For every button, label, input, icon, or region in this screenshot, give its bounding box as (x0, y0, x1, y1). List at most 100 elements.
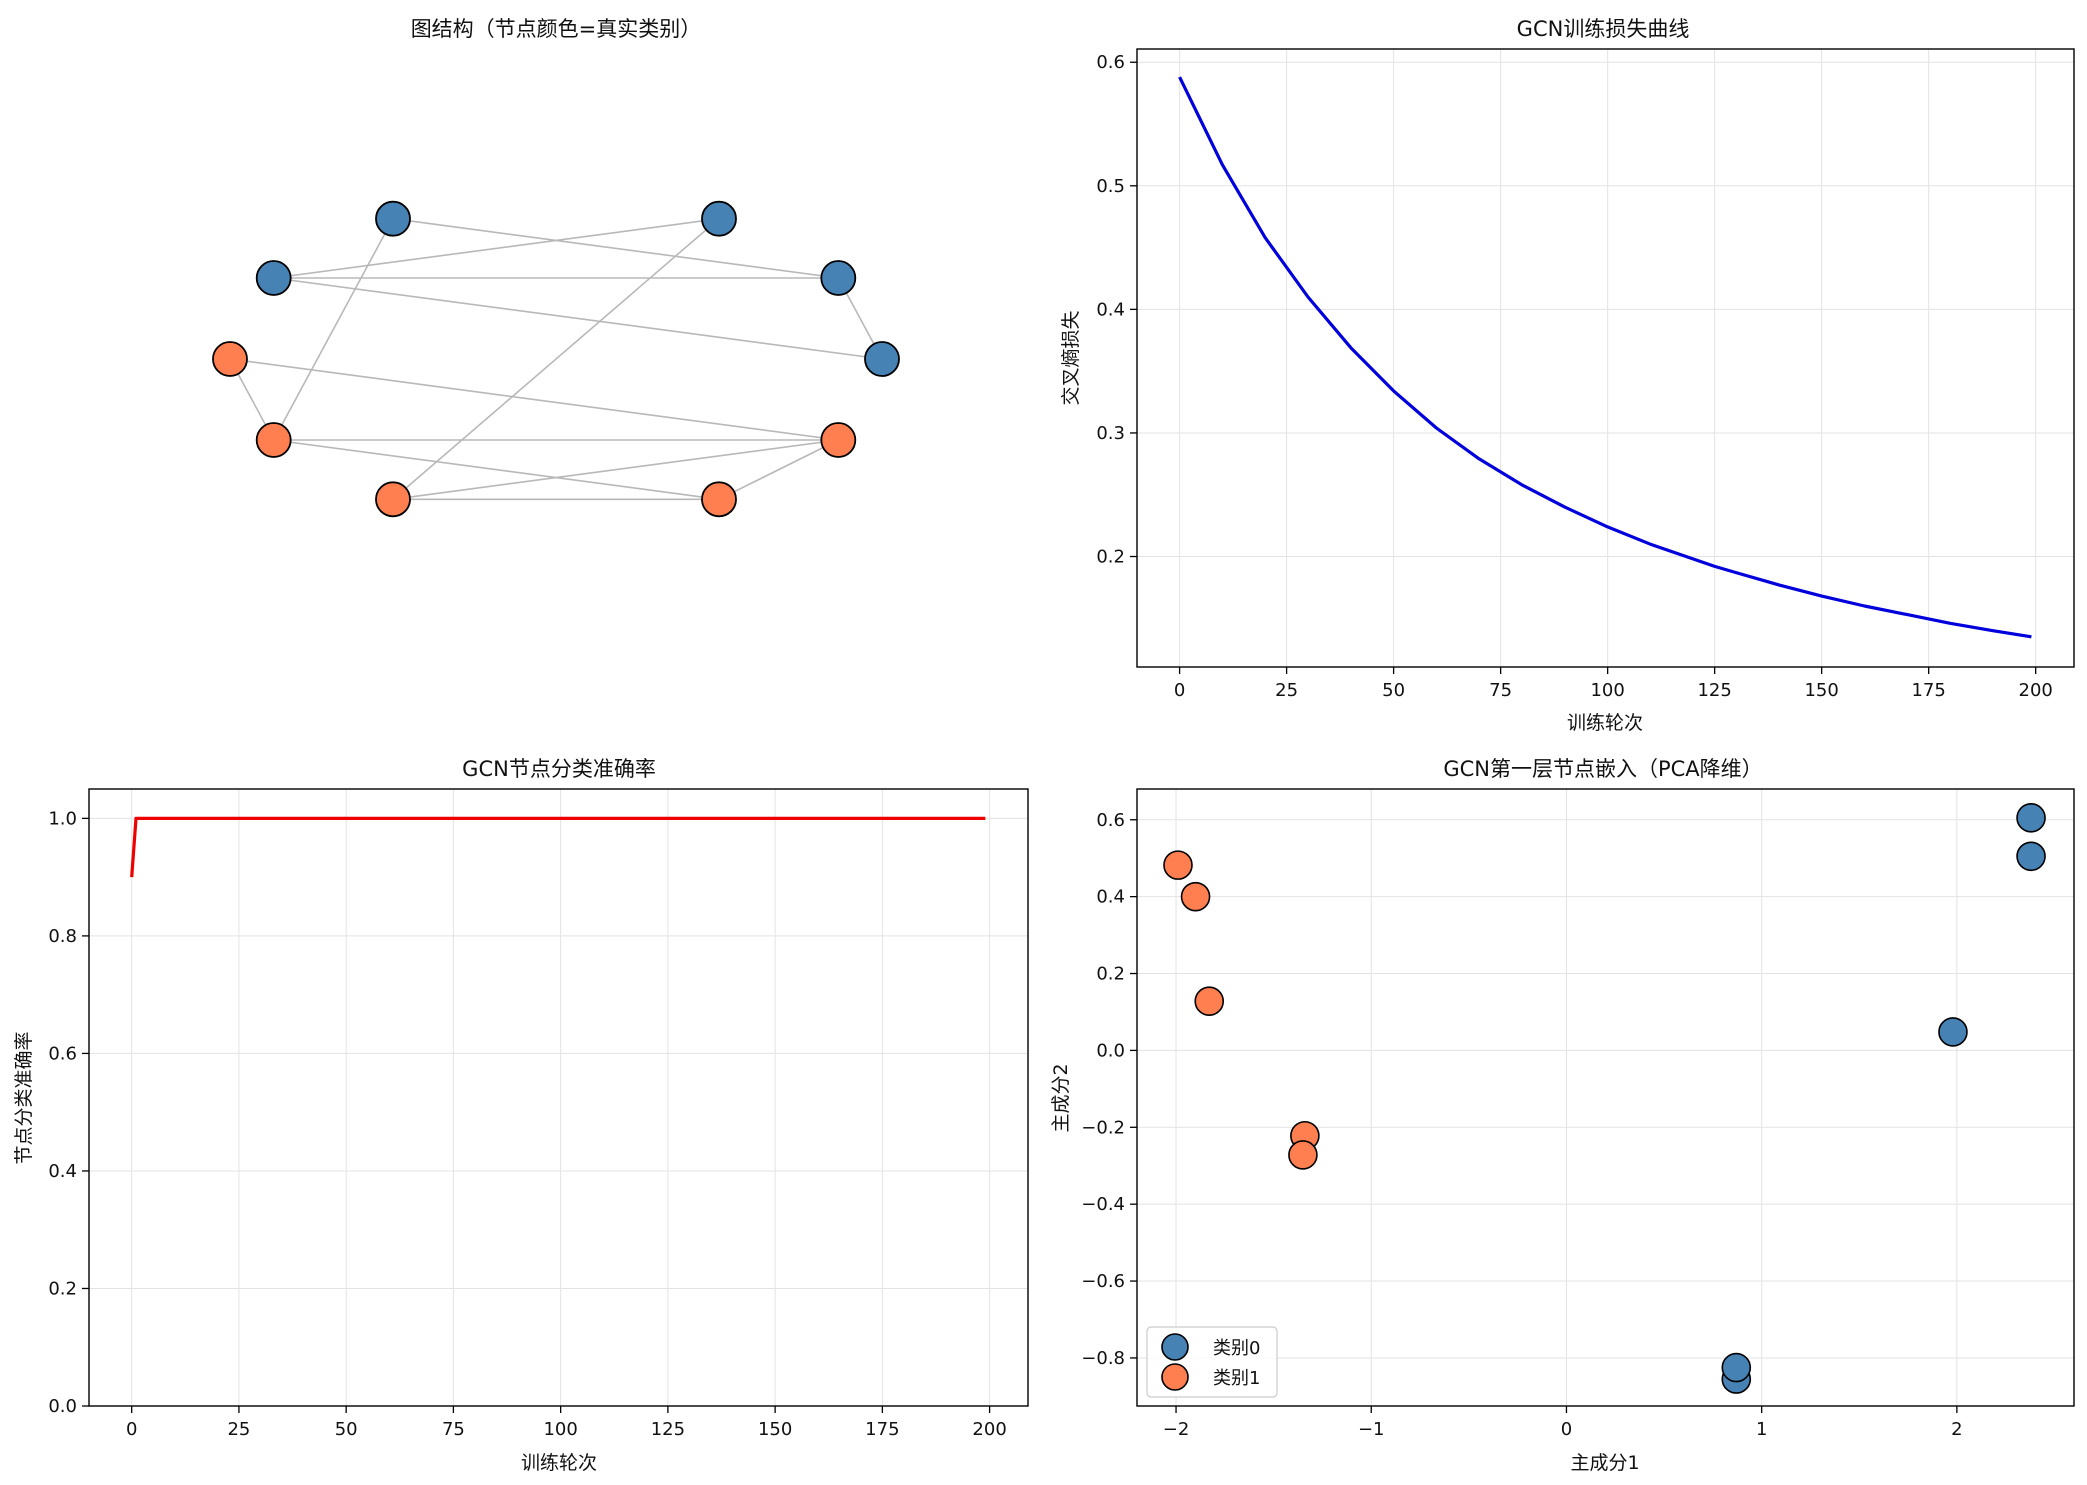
graph-node-9 (701, 200, 737, 237)
p2-xtick-label-4: 100 (1590, 680, 1624, 701)
p2-xtick-label-5: 125 (1697, 680, 1731, 701)
p4-xtick-label-0: −2 (1163, 1419, 1190, 1440)
loss-title: GCN训练损失曲线 (1517, 17, 1690, 41)
p2-xtick-label-1: 25 (1275, 680, 1298, 701)
loss-ticks: 0 25 50 75 100 125 150 175 200 0.2 0.3 0.4 0.5 0.6 (1096, 52, 2053, 701)
loss-ylabel: 交叉熵损失 (1060, 310, 1082, 405)
p3-xtick-label-0: 0 (126, 1419, 137, 1440)
graph-edge-10 (273, 439, 720, 501)
embedding-point-s0-0 (2016, 803, 2046, 833)
loss-xlabel: 训练轮次 (1567, 712, 1643, 734)
embedding-marks (1163, 803, 2046, 1394)
p2-xtick-label-8: 200 (2019, 680, 2053, 701)
p4-xtick-label-3: 1 (1756, 1419, 1767, 1440)
graph-node-8 (375, 200, 411, 237)
graph-title: 图结构（节点颜色=真实类别） (411, 17, 702, 41)
graph-edge-2 (392, 217, 839, 279)
accuracy-marks (130, 816, 986, 878)
p2-ytick-label-1: 0.3 (1096, 423, 1125, 444)
accuracy-axes-frame (88, 788, 1029, 1407)
p2-ytick-label-3: 0.5 (1096, 176, 1125, 197)
embedding-point-s1-2 (1194, 986, 1225, 1017)
graph-node-1 (864, 341, 900, 377)
accuracy-line (130, 816, 986, 878)
accuracy-ticks: 0 25 50 75 100 125 150 175 200 0.0 0.2 0.4 0.6 0.8 1.0 (48, 808, 1006, 1440)
p4-ytick-label-0: −0.8 (1081, 1348, 1125, 1369)
p3-ytick-label-3: 0.6 (48, 1043, 77, 1064)
p3-xtick-label-7: 175 (865, 1419, 899, 1440)
p2-ytick-label-0: 0.2 (1096, 547, 1125, 568)
accuracy-title: GCN节点分类准确率 (462, 757, 656, 781)
accuracy-grid (89, 789, 1028, 1407)
loss-grid (1137, 49, 2074, 667)
graph-nodes (212, 200, 900, 518)
embedding-title: GCN第一层节点嵌入（PCA降维） (1443, 757, 1762, 781)
embedding-point-s0-2 (1938, 1017, 1968, 1047)
p3-ytick-label-0: 0.0 (48, 1396, 77, 1417)
loss-line (1178, 76, 2032, 639)
embedding-axes-frame (1136, 788, 2075, 1407)
p2-xtick-label-6: 150 (1804, 680, 1838, 701)
embedding-point-s0-4 (1721, 1352, 1752, 1383)
graph-edge-8 (229, 358, 839, 441)
accuracy-panel: GCN节点分类准确率 0 25 50 75 100 125 150 175 2000.00.20… (13, 757, 1029, 1474)
p3-ytick-label-1: 0.2 (48, 1278, 77, 1299)
graph-node-3 (701, 481, 737, 518)
graph-node-7 (255, 260, 292, 296)
p3-ytick-label-2: 0.4 (48, 1161, 77, 1182)
p3-xtick-label-2: 50 (335, 1419, 358, 1440)
graph-edges (229, 217, 883, 501)
p4-xtick-label-1: −1 (1358, 1419, 1385, 1440)
p4-ytick-label-1: −0.6 (1081, 1271, 1125, 1292)
p2-xtick-label-2: 50 (1382, 680, 1405, 701)
graph-node-6 (212, 341, 248, 377)
embedding-ticks: −2 −1 0 1 2 −0.8 −0.6 −0.4 −0.2 0.0 0.2 0.4 0.6 (1081, 810, 1962, 1440)
p3-xtick-label-1: 25 (227, 1419, 250, 1440)
p2-xtick-label-7: 175 (1911, 680, 1945, 701)
p3-xtick-label-8: 200 (972, 1419, 1006, 1440)
p4-ytick-label-4: 0.0 (1096, 1040, 1125, 1061)
p3-ytick-label-5: 1.0 (48, 808, 77, 829)
graph-edge-5 (273, 277, 883, 360)
graph-structure-panel: 图结构（节点颜色=真实类别） (212, 17, 900, 518)
graph-node-2 (820, 422, 857, 458)
embedding-xlabel: 主成分1 (1570, 1452, 1639, 1474)
loss-panel: GCN训练损失曲线 0 25 50 75 100 125 150 175 200 0.2 0.3 0.… (1060, 17, 2075, 734)
loss-axes-frame (1136, 48, 2075, 668)
p4-ytick-label-2: −0.4 (1081, 1194, 1125, 1215)
legend-marker-1 (1161, 1363, 1189, 1391)
legend-marker-0 (1161, 1333, 1189, 1361)
graph-edge-3 (273, 217, 720, 279)
graph-node-0 (820, 260, 857, 296)
p2-ytick-label-4: 0.6 (1096, 52, 1125, 73)
embedding-panel: GCN第一层节点嵌入（PCA降维） −2 −1 0 1 2 −0.8 −0.6 −0.4 −0.… (1050, 757, 2075, 1474)
embedding-ylabel: 主成分2 (1050, 1063, 1072, 1132)
p3-xtick-label-5: 125 (651, 1419, 685, 1440)
graph-edge-13 (718, 439, 839, 501)
graph-edge-6 (272, 218, 394, 441)
p3-xtick-label-3: 75 (442, 1419, 465, 1440)
embedding-point-s0-1 (2016, 841, 2046, 872)
p4-xtick-label-2: 0 (1561, 1419, 1572, 1440)
legend-label-0: 类别0 (1213, 1338, 1260, 1359)
p2-ytick-label-2: 0.4 (1096, 299, 1125, 320)
p4-ytick-label-6: 0.4 (1096, 887, 1125, 908)
embedding-point-s1-4 (1288, 1140, 1318, 1170)
p2-xtick-label-0: 0 (1174, 680, 1185, 701)
p3-xtick-label-4: 100 (543, 1419, 577, 1440)
p4-xtick-label-4: 2 (1951, 1419, 1962, 1440)
p3-ytick-label-4: 0.8 (48, 926, 77, 947)
p3-xtick-label-6: 150 (758, 1419, 792, 1440)
graph-edge-12 (392, 439, 839, 501)
embedding-grid (1137, 789, 2074, 1406)
p4-ytick-label-5: 0.2 (1096, 964, 1125, 985)
legend-label-1: 类别1 (1213, 1368, 1260, 1389)
loss-marks (1178, 76, 2032, 639)
accuracy-xlabel: 训练轮次 (521, 1452, 597, 1474)
graph-node-4 (375, 481, 411, 518)
accuracy-ylabel: 节点分类准确率 (13, 1031, 35, 1164)
p4-ytick-label-7: 0.6 (1096, 810, 1125, 831)
embedding-point-s1-1 (1180, 881, 1211, 912)
